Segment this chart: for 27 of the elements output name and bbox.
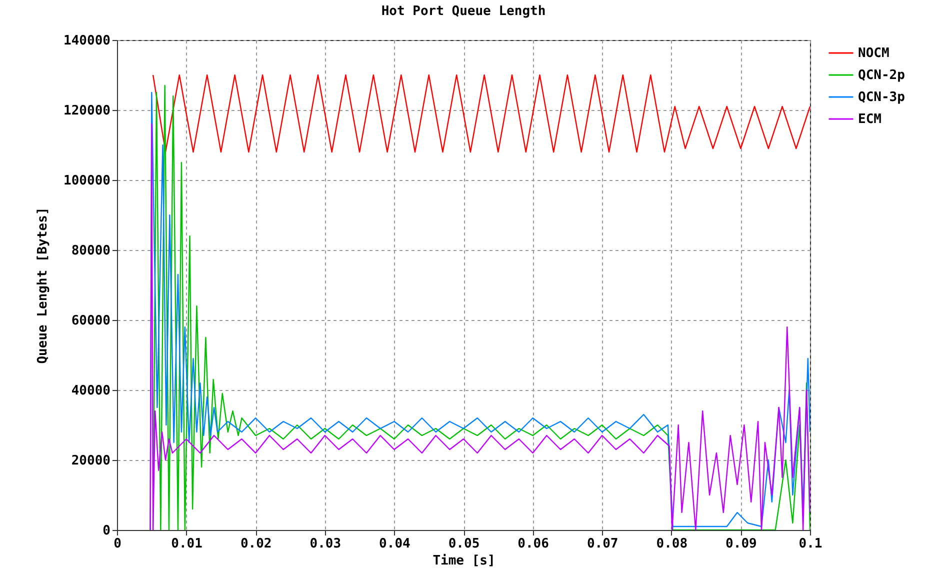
x-tick-label: 0.01 <box>171 536 203 552</box>
line-series <box>152 74 810 153</box>
y-tick-label: 0 <box>102 524 111 538</box>
x-tick-label: 0.09 <box>726 536 757 552</box>
x-tick-label: 0.07 <box>586 536 618 552</box>
legend-label: QCN-2p <box>858 68 906 83</box>
x-tick-label: 0.05 <box>448 536 480 552</box>
y-tick-label: 140000 <box>64 34 111 48</box>
x-tick-label: 0 <box>114 536 122 552</box>
y-tick-label: 40000 <box>71 384 111 398</box>
legend-label: NOCM <box>858 46 890 61</box>
x-tick-label: 0.02 <box>240 536 272 552</box>
y-tick-label: 60000 <box>71 314 111 328</box>
x-tick-label: 0.03 <box>310 536 342 552</box>
y-tick-label: 100000 <box>64 174 111 188</box>
x-tick-label: 0.1 <box>798 536 822 552</box>
y-tick-label: 20000 <box>71 454 111 468</box>
x-axis-title: Time [s] <box>432 554 496 568</box>
legend-label: ECM <box>858 112 882 127</box>
x-tick-label: 0.06 <box>518 536 550 552</box>
legend-label: QCN-3p <box>858 90 906 105</box>
y-tick-label: 80000 <box>71 244 111 258</box>
chart-title: Hot Port Queue Length <box>381 4 546 19</box>
x-tick-label: 0.04 <box>379 536 411 552</box>
y-axis-title: Queue Lenght [Bytes] <box>36 207 51 364</box>
y-tick-label: 120000 <box>64 104 111 118</box>
x-tick-label: 0.08 <box>656 536 688 552</box>
